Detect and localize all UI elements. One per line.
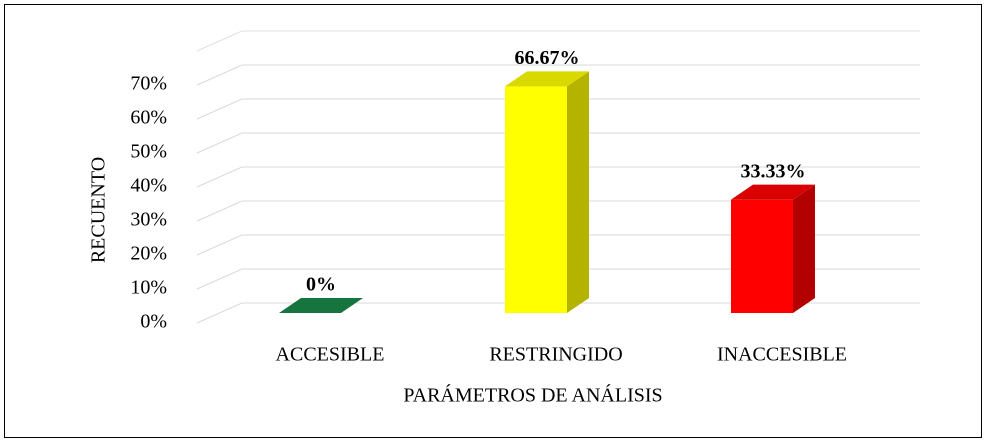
y-tick-label: 10%: [130, 277, 167, 299]
grid-line: [196, 98, 920, 120]
grid-line: [196, 166, 920, 188]
bar-front: [731, 199, 793, 313]
bar: [279, 298, 363, 313]
bar: [731, 184, 815, 313]
grid-line: [196, 268, 920, 290]
bar: [505, 71, 589, 314]
x-tick-label: INACCESIBLE: [717, 344, 847, 366]
y-tick-label: 40%: [130, 175, 167, 197]
y-tick-label: 0%: [140, 311, 167, 333]
bar-front: [505, 86, 567, 314]
y-tick-label: 60%: [130, 107, 167, 129]
data-label: 0%: [306, 274, 336, 296]
x-tick-label: ACCESIBLE: [276, 344, 385, 366]
grid-line: [196, 200, 920, 222]
y-axis-label: RECUENTO: [88, 157, 110, 263]
bar-side: [793, 184, 815, 313]
bar-top: [505, 71, 589, 87]
bar-top: [279, 298, 363, 313]
bar-top: [731, 184, 815, 200]
y-tick-label: 70%: [130, 73, 167, 95]
grid-line: [196, 64, 920, 86]
grid-line: [196, 302, 920, 324]
grid-line: [196, 234, 920, 256]
y-tick-label: 50%: [130, 141, 167, 163]
wall-edge: [196, 30, 920, 52]
grid-line: [196, 132, 920, 154]
data-label: 66.67%: [515, 47, 580, 69]
y-tick-label: 20%: [130, 243, 167, 265]
data-label: 33.33%: [741, 160, 806, 182]
x-tick-label: RESTRINGIDO: [489, 344, 622, 366]
bar-side: [567, 71, 589, 314]
x-axis-label: PARÁMETROS DE ANÁLISIS: [403, 384, 662, 407]
frame: [4, 4, 982, 438]
y-tick-label: 30%: [130, 209, 167, 231]
